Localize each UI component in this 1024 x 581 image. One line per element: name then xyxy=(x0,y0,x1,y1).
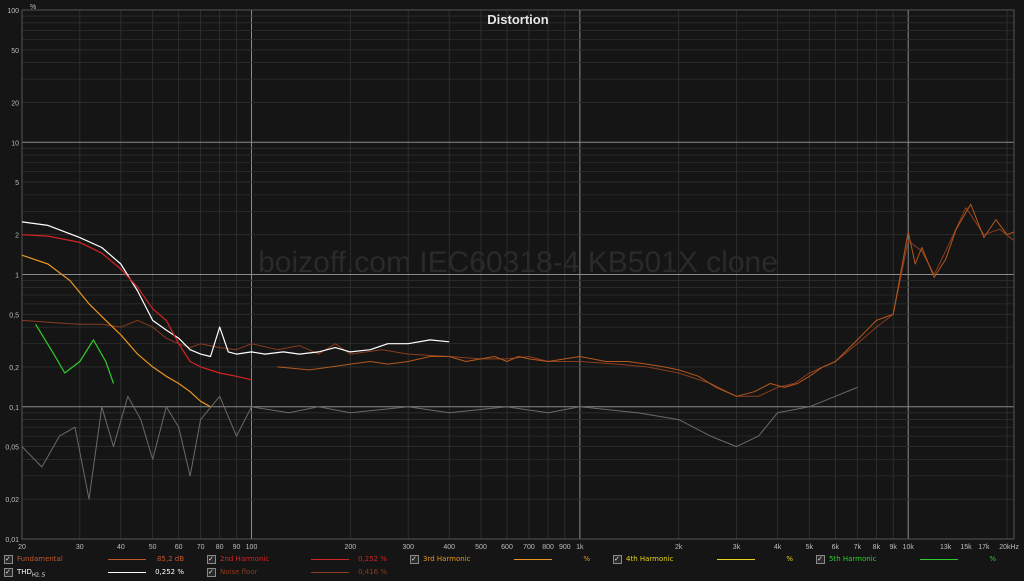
plot-frame xyxy=(21,9,1015,540)
grid xyxy=(21,9,1015,540)
x-tick-label: 20kHz xyxy=(999,544,1019,551)
legend-swatch-line xyxy=(311,572,349,573)
series-line-2nd-harmonic xyxy=(21,234,252,381)
x-tick-label: 900 xyxy=(559,544,571,551)
legend-checkbox[interactable] xyxy=(4,553,13,565)
y-tick-label: 100 xyxy=(7,8,19,15)
legend-swatch-line xyxy=(920,559,958,560)
y-tick-label: 0,1 xyxy=(9,405,19,412)
x-tick-label: 4k xyxy=(774,544,782,551)
x-tick-labels: 20 30 40 50 60 70 80 90 100 200 300 400 500 600 700 800… xyxy=(18,544,1019,551)
watermark-text: boizoff.com IEC60318-4 KB501X clone xyxy=(258,246,778,279)
x-tick-label: 5k xyxy=(806,544,814,551)
legend-label: THDH2..5 xyxy=(17,568,46,579)
x-tick-label: 13k xyxy=(940,544,952,551)
y-tick-label: 20 xyxy=(11,100,19,107)
x-tick-label: 60 xyxy=(175,544,183,551)
y-axis-unit: % xyxy=(30,4,36,11)
series-layer xyxy=(21,203,1015,500)
x-tick-label: 6k xyxy=(832,544,840,551)
x-tick-label: 300 xyxy=(402,544,414,551)
x-tick-label: 50 xyxy=(149,544,157,551)
x-tick-label: 40 xyxy=(117,544,125,551)
legend-item-3rd-harmonic[interactable]: 3rd Harmonic% xyxy=(410,553,610,565)
series-line-other-harmonics xyxy=(21,386,858,500)
legend-checkbox[interactable] xyxy=(410,553,419,565)
legend: Fundamental 85,2 dB 2nd Harmonic 0,252 % 3rd… xyxy=(0,552,1024,580)
legend-value: % xyxy=(989,555,996,563)
y-tick-label: 5 xyxy=(15,180,19,187)
legend-checkbox[interactable] xyxy=(207,566,216,578)
legend-label: 4th Harmonic xyxy=(626,555,674,563)
legend-checkbox[interactable] xyxy=(613,553,622,565)
y-tick-label: 0,01 xyxy=(5,537,19,544)
legend-item-4th-harmonic[interactable]: 4th Harmonic% xyxy=(613,553,813,565)
legend-item-thd[interactable]: THDH2..5 0,252 % xyxy=(4,566,204,578)
x-tick-label: 800 xyxy=(542,544,554,551)
x-tick-label: 70 xyxy=(197,544,205,551)
y-tick-label: 50 xyxy=(11,48,19,55)
series-line-3rd-harmonic xyxy=(21,254,211,408)
series-line-fundamental xyxy=(277,203,1015,397)
x-tick-label: 700 xyxy=(523,544,535,551)
x-tick-label: 1k xyxy=(576,544,584,551)
x-tick-label: 9k xyxy=(889,544,897,551)
y-tick-label: 2 xyxy=(15,233,19,240)
legend-label: 5th Harmonic xyxy=(829,555,877,563)
legend-item-fundamental[interactable]: Fundamental 85,2 dB xyxy=(4,553,204,565)
x-tick-label: 400 xyxy=(443,544,455,551)
legend-swatch-line xyxy=(514,559,552,560)
legend-value: 85,2 dB xyxy=(156,555,184,563)
x-tick-label: 80 xyxy=(216,544,224,551)
legend-swatch-line xyxy=(108,572,146,573)
y-tick-label: 0,2 xyxy=(9,365,19,372)
x-tick-label: 500 xyxy=(475,544,487,551)
x-tick-label: 90 xyxy=(233,544,241,551)
y-tick-label: 1 xyxy=(15,273,19,280)
legend-checkbox[interactable] xyxy=(207,553,216,565)
x-tick-label: 17k xyxy=(978,544,990,551)
legend-item-5th-harmonic[interactable]: 5th Harmonic% xyxy=(816,553,1016,565)
legend-label: Fundamental xyxy=(17,555,63,563)
x-tick-label: 10k xyxy=(903,544,915,551)
legend-value: 0,416 % xyxy=(358,568,387,576)
series-line-5th-harmonic xyxy=(35,323,115,384)
x-tick-label: 15k xyxy=(960,544,972,551)
x-tick-label: 7k xyxy=(854,544,862,551)
x-tick-label: 8k xyxy=(873,544,881,551)
legend-swatch-line xyxy=(717,559,755,560)
legend-label: 2nd Harmonic xyxy=(220,555,270,563)
y-tick-label: 0,5 xyxy=(9,312,19,319)
series-line-thd xyxy=(21,221,450,358)
legend-value: % xyxy=(583,555,590,563)
legend-checkbox[interactable] xyxy=(4,566,13,578)
x-tick-label: 3k xyxy=(733,544,741,551)
x-tick-label: 2k xyxy=(675,544,683,551)
legend-value: 0,252 % xyxy=(358,555,387,563)
x-tick-label: 100 xyxy=(246,544,258,551)
legend-label: Noise floor xyxy=(220,568,258,576)
x-tick-label: 200 xyxy=(345,544,357,551)
x-tick-label: 30 xyxy=(76,544,84,551)
legend-label: 3rd Harmonic xyxy=(423,555,471,563)
x-tick-label: 600 xyxy=(501,544,513,551)
y-tick-labels: 100 50 20 10 5 2 1 0,5 0,2 0,1 0,05 0,02 0,01 xyxy=(5,8,19,544)
legend-value: 0,252 % xyxy=(155,568,184,576)
legend-swatch-line xyxy=(108,559,146,560)
legend-label-subscript: H2..5 xyxy=(31,572,46,579)
legend-checkbox[interactable] xyxy=(816,553,825,565)
legend-item-2nd-harmonic[interactable]: 2nd Harmonic 0,252 % xyxy=(207,553,407,565)
x-tick-label: 20 xyxy=(18,544,26,551)
legend-swatch-line xyxy=(311,559,349,560)
legend-value: % xyxy=(786,555,793,563)
legend-item-noise-floor[interactable]: Noise floor 0,416 % xyxy=(207,566,407,578)
y-tick-label: 0,02 xyxy=(5,497,19,504)
y-tick-label: 10 xyxy=(11,140,19,147)
chart-title: Distortion xyxy=(487,12,548,27)
y-tick-label: 0,05 xyxy=(5,445,19,452)
